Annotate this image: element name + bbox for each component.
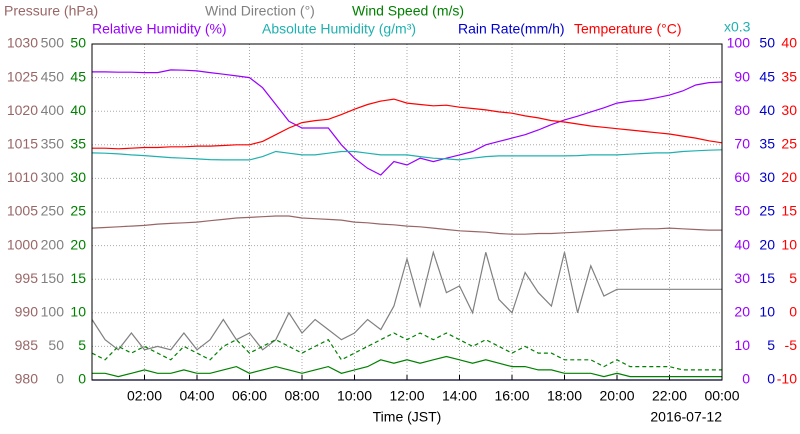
y-tick-label: 0	[56, 371, 64, 387]
x-tick-label: 10:00	[337, 388, 372, 404]
y-tick-label: 15	[70, 270, 86, 286]
plot-frame	[91, 43, 723, 381]
series-line	[92, 355, 722, 378]
y-tick-label: 5	[789, 270, 797, 286]
legend-label: Temperature (°C)	[574, 21, 682, 37]
x-tick-label: 14:00	[442, 388, 477, 404]
y-tick-label: 50	[70, 35, 86, 51]
y-tick-label: 70	[734, 136, 750, 152]
y-tick-label: 40	[734, 236, 750, 252]
y-tick-label: 200	[41, 236, 65, 252]
y-tick-label: 15	[781, 203, 797, 219]
y-tick-label: 40	[781, 35, 797, 51]
y-tick-label: 35	[70, 136, 86, 152]
scale-annotation: x0.3	[724, 19, 751, 35]
y-tick-label: 300	[41, 169, 65, 185]
y-tick-label: 20	[781, 169, 797, 185]
y-tick-label: 30	[781, 102, 797, 118]
legend-label: Relative Humidity (%)	[92, 21, 227, 37]
y-tick-label: 50	[48, 337, 64, 353]
y-tick-label: 25	[759, 203, 775, 219]
y-tick-label: 25	[781, 136, 797, 152]
y-tick-label: 40	[70, 102, 86, 118]
y-tick-label: 250	[41, 203, 65, 219]
y-tick-label: 1020	[7, 102, 38, 118]
y-tick-label: 990	[15, 304, 39, 320]
x-tick-label: 22:00	[652, 388, 687, 404]
y-tick-label: 985	[15, 337, 39, 353]
y-tick-label: 50	[734, 203, 750, 219]
y-tick-label: 45	[759, 68, 775, 84]
y-tick-label: 20	[70, 236, 86, 252]
x-tick-label: 16:00	[494, 388, 529, 404]
legend-label: Pressure (hPa)	[4, 3, 98, 19]
y-tick-label: 500	[41, 35, 65, 51]
y-tick-label: -5	[785, 337, 798, 353]
y-tick-label: 30	[70, 169, 86, 185]
y-tick-label: 20	[759, 236, 775, 252]
y-tick-label: 35	[759, 136, 775, 152]
y-tick-label: 60	[734, 169, 750, 185]
x-tick-label: 00:00	[704, 388, 739, 404]
y-tick-label: 1015	[7, 136, 38, 152]
y-tick-label: 1000	[7, 236, 38, 252]
y-tick-label: 10	[759, 304, 775, 320]
y-tick-label: 10	[781, 236, 797, 252]
y-tick-label: 400	[41, 102, 65, 118]
y-tick-label: 20	[734, 304, 750, 320]
y-tick-label: 50	[759, 35, 775, 51]
series-line	[91, 332, 722, 371]
y-tick-label: 5	[78, 337, 86, 353]
x-tick-label: 20:00	[599, 388, 634, 404]
y-tick-label: 5	[767, 337, 775, 353]
x-tick-label: 18:00	[547, 388, 582, 404]
y-tick-label: 350	[41, 136, 65, 152]
y-tick-label: 0	[789, 304, 797, 320]
y-tick-label: 40	[759, 102, 775, 118]
y-tick-label: 1025	[7, 68, 38, 84]
y-tick-label: 10	[734, 337, 750, 353]
x-tick-label: 04:00	[179, 388, 214, 404]
y-tick-label: 35	[781, 68, 797, 84]
x-tick-label: 06:00	[232, 388, 267, 404]
y-tick-label: 45	[70, 68, 86, 84]
y-tick-label: 0	[78, 371, 86, 387]
y-tick-label: 30	[734, 270, 750, 286]
series-line	[92, 98, 723, 150]
y-tick-label: 100	[727, 35, 751, 51]
y-tick-label: -10	[777, 371, 797, 387]
y-tick-label: 0	[742, 371, 750, 387]
date-label: 2016-07-12	[650, 409, 722, 425]
y-tick-label: 980	[15, 371, 39, 387]
y-tick-label: 1010	[7, 169, 38, 185]
y-tick-label: 150	[41, 270, 65, 286]
y-tick-label: 0	[767, 371, 775, 387]
series-line	[91, 250, 722, 351]
x-tick-label: 02:00	[127, 388, 162, 404]
legend-label: Rain Rate(mm/h)	[458, 21, 565, 37]
y-tick-label: 995	[15, 270, 39, 286]
legend-label: Absolute Humidity (g/m³)	[262, 21, 416, 37]
y-tick-label: 30	[759, 169, 775, 185]
y-tick-label: 15	[759, 270, 775, 286]
y-tick-label: 1030	[7, 35, 38, 51]
y-tick-label: 25	[70, 203, 86, 219]
x-tick-label: 08:00	[284, 388, 319, 404]
y-tick-label: 100	[41, 304, 65, 320]
legend-label: Wind Speed (m/s)	[352, 3, 464, 19]
y-tick-label: 1005	[7, 203, 38, 219]
series-line	[91, 215, 722, 235]
x-axis-label: Time (JST)	[373, 409, 442, 425]
x-tick-label: 12:00	[389, 388, 424, 404]
y-tick-label: 80	[734, 102, 750, 118]
legend-label: Wind Direction (°)	[205, 3, 315, 19]
y-tick-label: 90	[734, 68, 750, 84]
y-tick-label: 450	[41, 68, 65, 84]
series-line	[92, 69, 723, 176]
y-tick-label: 10	[70, 304, 86, 320]
series-line	[91, 149, 723, 161]
